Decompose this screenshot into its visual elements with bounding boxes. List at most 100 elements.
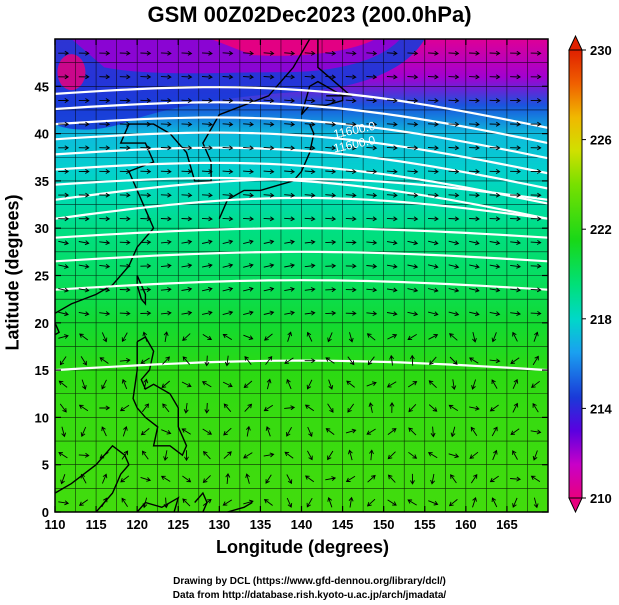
wind-arrow	[430, 426, 436, 438]
wind-arrow	[284, 121, 296, 127]
wind-arrow	[510, 428, 520, 436]
wind-arrow	[140, 476, 152, 482]
x-tick-label: 110	[45, 517, 66, 532]
wind-arrow	[489, 98, 501, 103]
wind-arrow	[263, 498, 273, 506]
wind-arrow	[120, 475, 130, 483]
wind-arrow	[387, 451, 396, 460]
wind-arrow	[530, 169, 542, 174]
wind-arrow	[530, 429, 542, 435]
wind-arrow	[304, 287, 316, 292]
wind-arrow	[181, 98, 193, 104]
wind-arrow	[222, 381, 233, 388]
wind-arrow	[222, 499, 233, 506]
wind-arrow	[407, 50, 419, 56]
wind-arrow	[366, 121, 378, 127]
wind-arrow	[58, 145, 70, 151]
wind-arrow	[325, 121, 337, 127]
wind-arrow	[78, 145, 90, 151]
wind-arrow	[222, 239, 234, 245]
wind-arrow	[99, 263, 111, 269]
wind-arrow	[325, 169, 337, 175]
wind-arrow	[386, 263, 398, 269]
wind-arrow	[304, 239, 316, 245]
wind-arrow	[530, 50, 542, 56]
wind-arrow	[510, 311, 521, 317]
wind-arrow	[99, 169, 111, 174]
wind-arrow	[304, 98, 316, 104]
wind-arrow	[181, 169, 193, 174]
wind-arrow	[140, 192, 152, 198]
wind-arrow	[492, 449, 498, 461]
wind-arrow	[469, 74, 480, 80]
wind-arrow	[245, 425, 251, 437]
wind-arrow	[366, 98, 378, 104]
wind-arrow	[491, 332, 497, 343]
wind-arrow	[407, 287, 419, 293]
wind-arrow	[121, 378, 128, 390]
wind-arrow	[387, 499, 397, 506]
wind-arrow	[243, 50, 254, 56]
wind-arrow	[366, 333, 376, 341]
wind-arrow	[142, 331, 148, 342]
wind-arrow	[366, 169, 378, 175]
wind-arrow	[366, 311, 378, 317]
wind-arrow	[325, 239, 337, 245]
wind-arrow	[366, 192, 378, 198]
wind-arrow	[427, 145, 439, 151]
wind-arrow	[347, 449, 353, 461]
wind-arrow	[140, 50, 152, 56]
height-contours	[55, 86, 548, 372]
wind-arrow	[366, 216, 378, 222]
y-tick-label: 30	[35, 221, 49, 236]
wind-arrow	[286, 474, 293, 485]
wind-arrow	[408, 451, 418, 459]
x-tick-label: 135	[250, 517, 272, 532]
contour-line	[55, 101, 548, 145]
wind-arrow	[160, 50, 172, 56]
wind-arrow	[78, 216, 90, 222]
wind-arrow	[489, 145, 501, 151]
wind-arrow	[119, 216, 131, 222]
wind-arrow	[489, 263, 501, 269]
wind-arrow	[140, 216, 152, 222]
wind-arrow	[78, 50, 90, 56]
colorbar-tick-label: 210	[590, 491, 612, 506]
wind-arrow	[386, 74, 398, 80]
y-tick-label: 0	[42, 505, 49, 520]
contour-line	[55, 196, 548, 220]
wind-arrow	[450, 474, 457, 484]
wind-arrow	[119, 74, 131, 80]
wind-arrow	[263, 98, 275, 104]
wind-arrow	[448, 216, 460, 222]
wind-arrow	[101, 426, 107, 437]
wind-arrow	[386, 381, 397, 388]
wind-arrow	[448, 311, 460, 317]
wind-arrow	[489, 311, 501, 317]
wind-arrow	[243, 216, 254, 222]
wind-arrow	[368, 402, 374, 413]
wind-arrow	[327, 332, 333, 343]
contour-line	[55, 176, 548, 220]
wind-arrow	[345, 216, 357, 222]
wind-arrow	[99, 287, 111, 293]
wind-arrow	[304, 50, 316, 56]
wind-arrow	[161, 380, 170, 389]
wind-arrow	[119, 263, 131, 269]
wind-arrow	[407, 169, 419, 175]
wind-arrow	[78, 240, 90, 246]
wind-arrow	[530, 74, 542, 80]
wind-arrow	[366, 381, 377, 387]
wind-arrow	[327, 450, 334, 461]
wind-arrow	[59, 356, 67, 366]
wind-arrow	[140, 74, 152, 80]
wind-arrow	[160, 192, 172, 198]
wind-arrow	[78, 287, 90, 293]
wind-arrow	[58, 264, 69, 269]
colorbar-max-arrow	[568, 34, 583, 51]
wind-arrow	[489, 287, 501, 293]
wind-arrow	[469, 451, 479, 459]
wind-arrow	[512, 402, 519, 413]
contour-line	[55, 359, 548, 372]
